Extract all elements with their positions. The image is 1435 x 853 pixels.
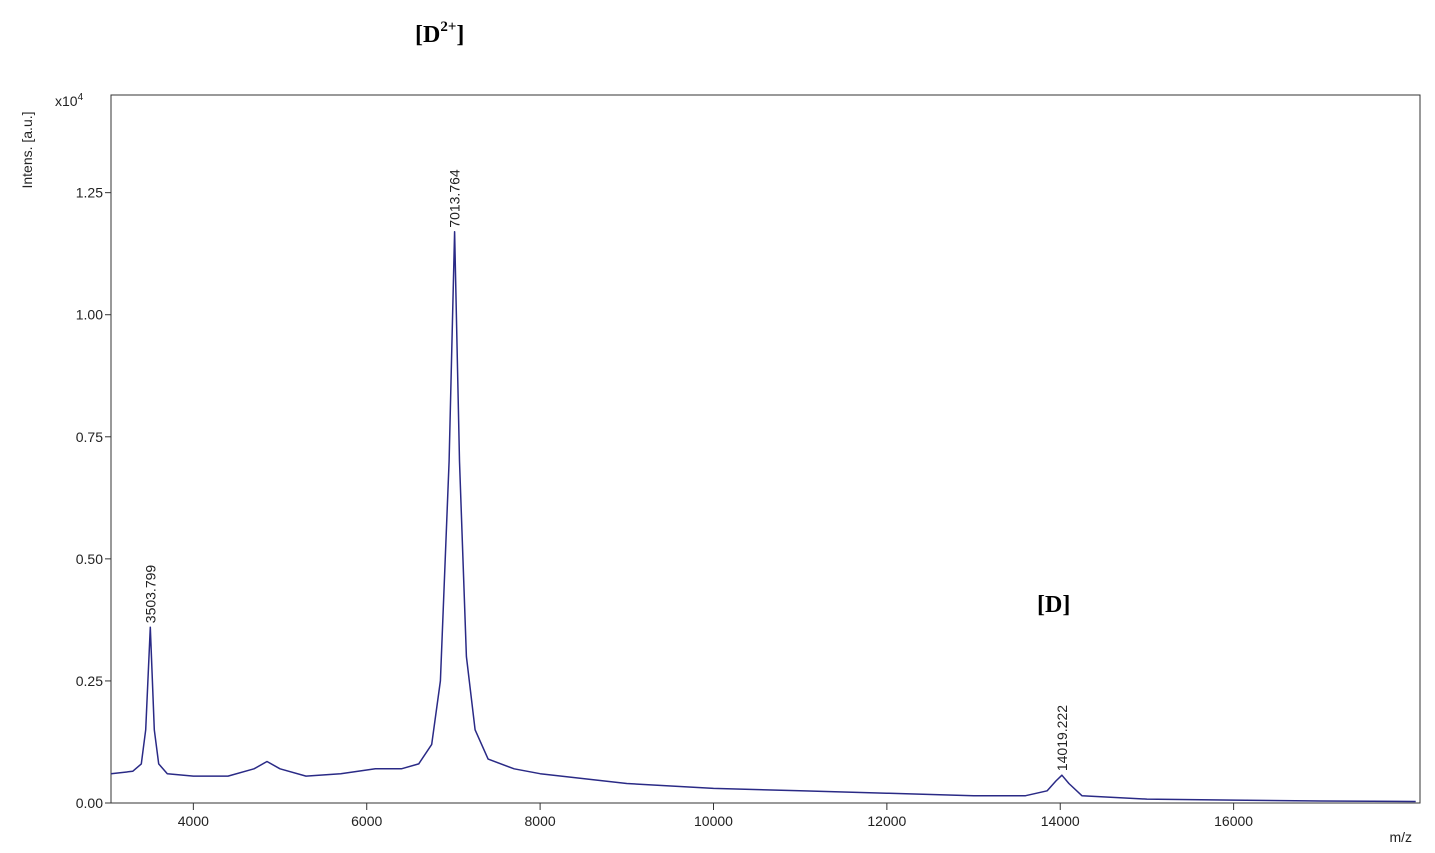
multiplier-exponent: 4 xyxy=(78,92,84,103)
y-tick-label: 0.25 xyxy=(76,673,103,689)
y-axis-label: Intens. [a.u.] xyxy=(19,111,35,188)
x-tick-label: 10000 xyxy=(694,813,733,829)
x-tick-label: 12000 xyxy=(867,813,906,829)
peak-label: 7013.764 xyxy=(447,169,463,228)
plot-frame xyxy=(110,94,1421,804)
y-tick-label: 1.25 xyxy=(76,185,103,201)
y-tick-label: 0.75 xyxy=(76,429,103,445)
y-tick-label: 0.00 xyxy=(76,795,103,811)
x-tick-label: 8000 xyxy=(525,813,556,829)
annotation-text: ] xyxy=(456,22,464,48)
annotation: [D2+] xyxy=(415,19,464,48)
spectrum-line xyxy=(110,230,1416,803)
x-tick-label: 6000 xyxy=(351,813,382,829)
x-axis-label: m/z xyxy=(1389,829,1412,845)
multiplier-base: x10 xyxy=(55,93,78,109)
annotation-text: [D xyxy=(415,22,440,48)
peak-label: 14019.222 xyxy=(1054,705,1070,771)
peak-label: 3503.799 xyxy=(142,565,158,624)
annotation: [D] xyxy=(1037,592,1070,618)
y-tick-label: 0.50 xyxy=(76,551,103,567)
y-multiplier: x104 xyxy=(55,92,84,109)
x-tick-label: 16000 xyxy=(1214,813,1253,829)
y-tick-label: 1.00 xyxy=(76,307,103,323)
annotation-superscript: 2+ xyxy=(440,19,456,35)
x-tick-label: 14000 xyxy=(1041,813,1080,829)
x-tick-label: 4000 xyxy=(178,813,209,829)
